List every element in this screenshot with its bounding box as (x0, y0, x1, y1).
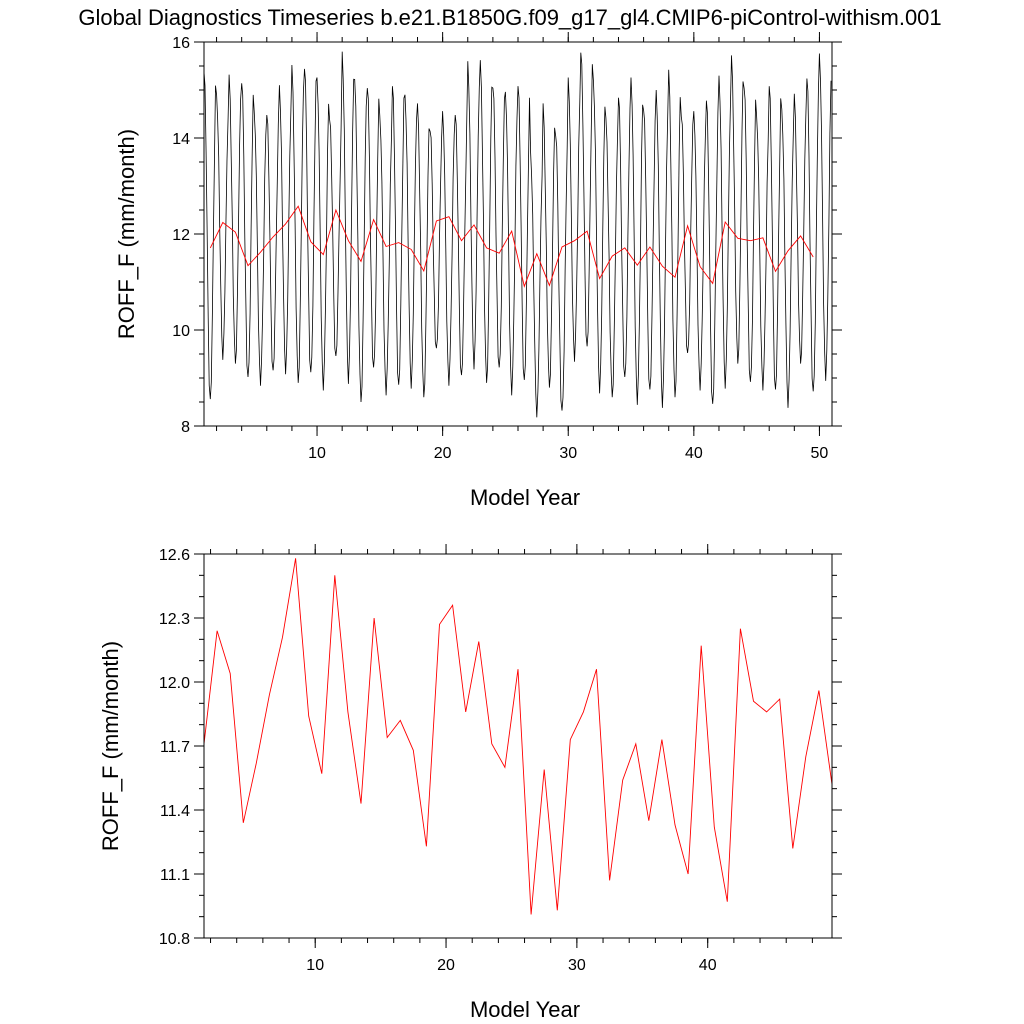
x-tick-label: 10 (308, 445, 326, 462)
y-tick-label: 12.0 (159, 675, 190, 692)
bottom-panel: 10.8 11.1 11.4 11.7 12.0 12.3 12.6 10 20 30 40 Mode… (98, 544, 842, 1022)
top-panel: 8 10 12 14 16 10 20 30 40 50 Model Year ROFF_F (mm/… (114, 32, 842, 510)
y-tick-label: 12 (172, 227, 190, 244)
y-tick-label: 10 (172, 323, 190, 340)
y-tick-label: 16 (172, 35, 190, 52)
x-tick-label: 10 (306, 957, 324, 974)
x-tick-label: 30 (559, 445, 577, 462)
annual-series-line (209, 205, 814, 288)
y-tick-label: 10.8 (159, 931, 190, 948)
x-tick-label: 20 (434, 445, 452, 462)
y-tick-label: 11.4 (160, 803, 190, 820)
monthly-series-line (204, 51, 832, 418)
plot-frame (203, 41, 833, 427)
plot-frame (203, 553, 833, 939)
x-tick-label: 50 (811, 445, 829, 462)
y-tick-label: 12.3 (159, 611, 190, 628)
y-tick-label: 11.7 (160, 739, 190, 756)
annual-series-line (204, 558, 832, 915)
y-axis-label: ROFF_F (mm/month) (98, 641, 123, 851)
y-tick-label: 11.1 (160, 867, 190, 884)
x-tick-label: 40 (685, 445, 703, 462)
y-tick-label: 14 (172, 131, 190, 148)
x-tick-label: 20 (437, 957, 455, 974)
y-tick-label: 12.6 (159, 547, 190, 564)
figure-title: Global Diagnostics Timeseries b.e21.B185… (78, 5, 941, 30)
y-axis-label: ROFF_F (mm/month) (114, 129, 139, 339)
x-axis-label: Model Year (470, 997, 580, 1022)
x-tick-label: 30 (568, 957, 586, 974)
x-axis-label: Model Year (470, 485, 580, 510)
y-tick-label: 8 (181, 419, 190, 436)
x-tick-label: 40 (699, 957, 717, 974)
